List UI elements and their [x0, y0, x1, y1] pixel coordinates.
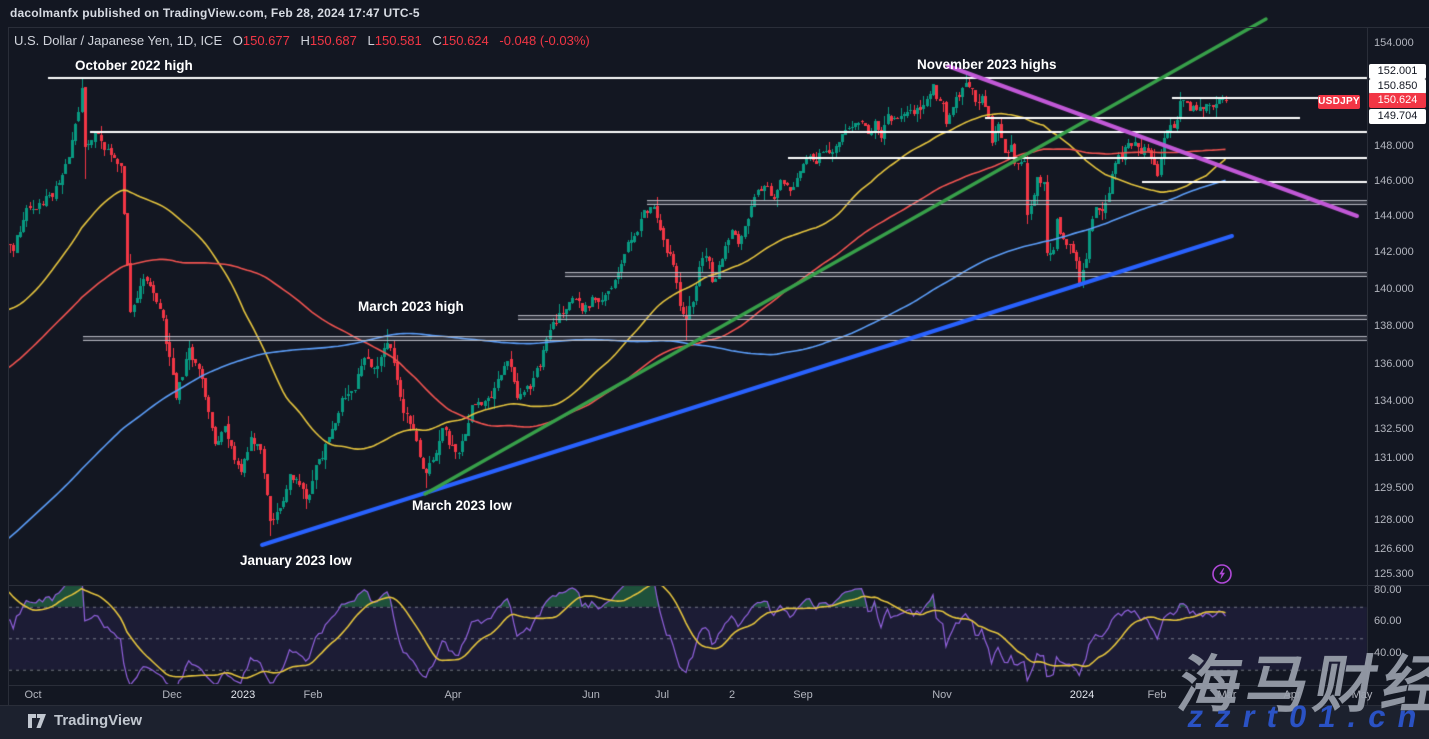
time-axis-label: May: [1351, 689, 1373, 701]
plot-left-border: [8, 27, 9, 706]
annotation-label: March 2023 high: [358, 299, 464, 314]
ohlc-open-value: 150.677: [242, 33, 290, 48]
price-axis-label: 125.300: [1374, 568, 1414, 580]
price-axis-label: 148.000: [1374, 140, 1414, 152]
ohlc-close-key: C: [432, 33, 442, 48]
tradingview-logo-text: TradingView: [54, 712, 143, 729]
ohlc-close-value: 150.624: [441, 33, 489, 48]
price-axis-label: 40.00: [1374, 647, 1402, 659]
price-level-label: 149.704: [1369, 109, 1426, 124]
ohlc-low-value: 150.581: [374, 33, 422, 48]
price-axis-label: 142.000: [1374, 246, 1414, 258]
header-divider: [8, 27, 1429, 28]
price-axis-label: 140.000: [1374, 283, 1414, 295]
time-axis-label: Sep: [793, 689, 813, 701]
publish-attribution-text: dacolmanfx published on TradingView.com,…: [10, 6, 420, 20]
annotation-label: November 2023 highs: [917, 57, 1057, 72]
price-axis-label: 138.000: [1374, 320, 1414, 332]
time-axis-label: Nov: [932, 689, 952, 701]
price-axis-label: 132.500: [1374, 423, 1414, 435]
price-axis-label: 126.600: [1374, 543, 1414, 555]
price-axis-label: 134.000: [1374, 395, 1414, 407]
price-axis-label: 154.000: [1374, 37, 1414, 49]
price-axis-label: 136.000: [1374, 358, 1414, 370]
watermark-site: zzrt01.cn: [1185, 699, 1429, 734]
price-axis[interactable]: 154.000 148.000 146.000 144.000 142.000 140.0…: [1368, 0, 1429, 705]
time-axis-border: [8, 685, 1429, 686]
price-axis-label: 146.000: [1374, 175, 1414, 187]
time-axis-label: 2: [728, 689, 736, 701]
time-axis-label: Oct: [24, 689, 42, 701]
time-axis-label: Jul: [654, 689, 670, 701]
ohlc-open-key: O: [232, 33, 243, 48]
time-axis-label: Feb: [1147, 689, 1167, 701]
time-axis-label: Apr: [444, 689, 462, 701]
tradingview-attribution[interactable]: TradingView: [28, 712, 142, 729]
tradingview-logo-icon: [28, 713, 46, 728]
time-axis-label: Apr: [1283, 689, 1301, 701]
time-axis-label: Feb: [303, 689, 323, 701]
annotation-label: March 2023 low: [412, 498, 512, 513]
footer-bar: [0, 706, 1429, 739]
annotation-label: January 2023 low: [240, 553, 352, 568]
price-axis-label: 60.00: [1374, 615, 1402, 627]
price-level-label: 152.001: [1369, 64, 1426, 79]
last-price-label: 150.624: [1369, 93, 1426, 108]
symbol-title[interactable]: U.S. Dollar / Japanese Yen, 1D, ICE: [14, 33, 223, 48]
ohlc-low-key: L: [367, 33, 375, 48]
time-axis-label: Mar: [1217, 689, 1237, 701]
price-axis-label: 80.00: [1374, 584, 1402, 596]
price-axis-label: 131.000: [1374, 452, 1414, 464]
time-axis-label: Dec: [162, 689, 182, 701]
ohlc-high-key: H: [300, 33, 310, 48]
change-value: -0.048 (-0.03%): [499, 33, 590, 48]
time-axis-label: 2023: [230, 689, 256, 701]
price-axis-label: 129.500: [1374, 482, 1414, 494]
lightning-icon[interactable]: [1211, 563, 1233, 585]
annotation-label: October 2022 high: [75, 58, 193, 73]
ohlc-high-value: 150.687: [309, 33, 357, 48]
symbol-price-flag: USDJPY: [1318, 95, 1360, 109]
time-axis[interactable]: Oct Dec 2023 Feb Apr Jun Jul 2 Sep Nov 2024 Feb Mar A…: [0, 689, 1429, 705]
time-axis-label: Jun: [582, 689, 600, 701]
footer-divider: [0, 705, 1429, 706]
price-axis-label: 128.000: [1374, 514, 1414, 526]
price-axis-label: 144.000: [1374, 210, 1414, 222]
axis-border: [1367, 27, 1368, 706]
price-level-label: 150.850: [1369, 79, 1426, 94]
pane-separator[interactable]: [8, 585, 1429, 586]
time-axis-label: 2024: [1069, 689, 1095, 701]
symbol-legend: U.S. Dollar / Japanese Yen, 1D, ICE O150…: [14, 33, 590, 48]
